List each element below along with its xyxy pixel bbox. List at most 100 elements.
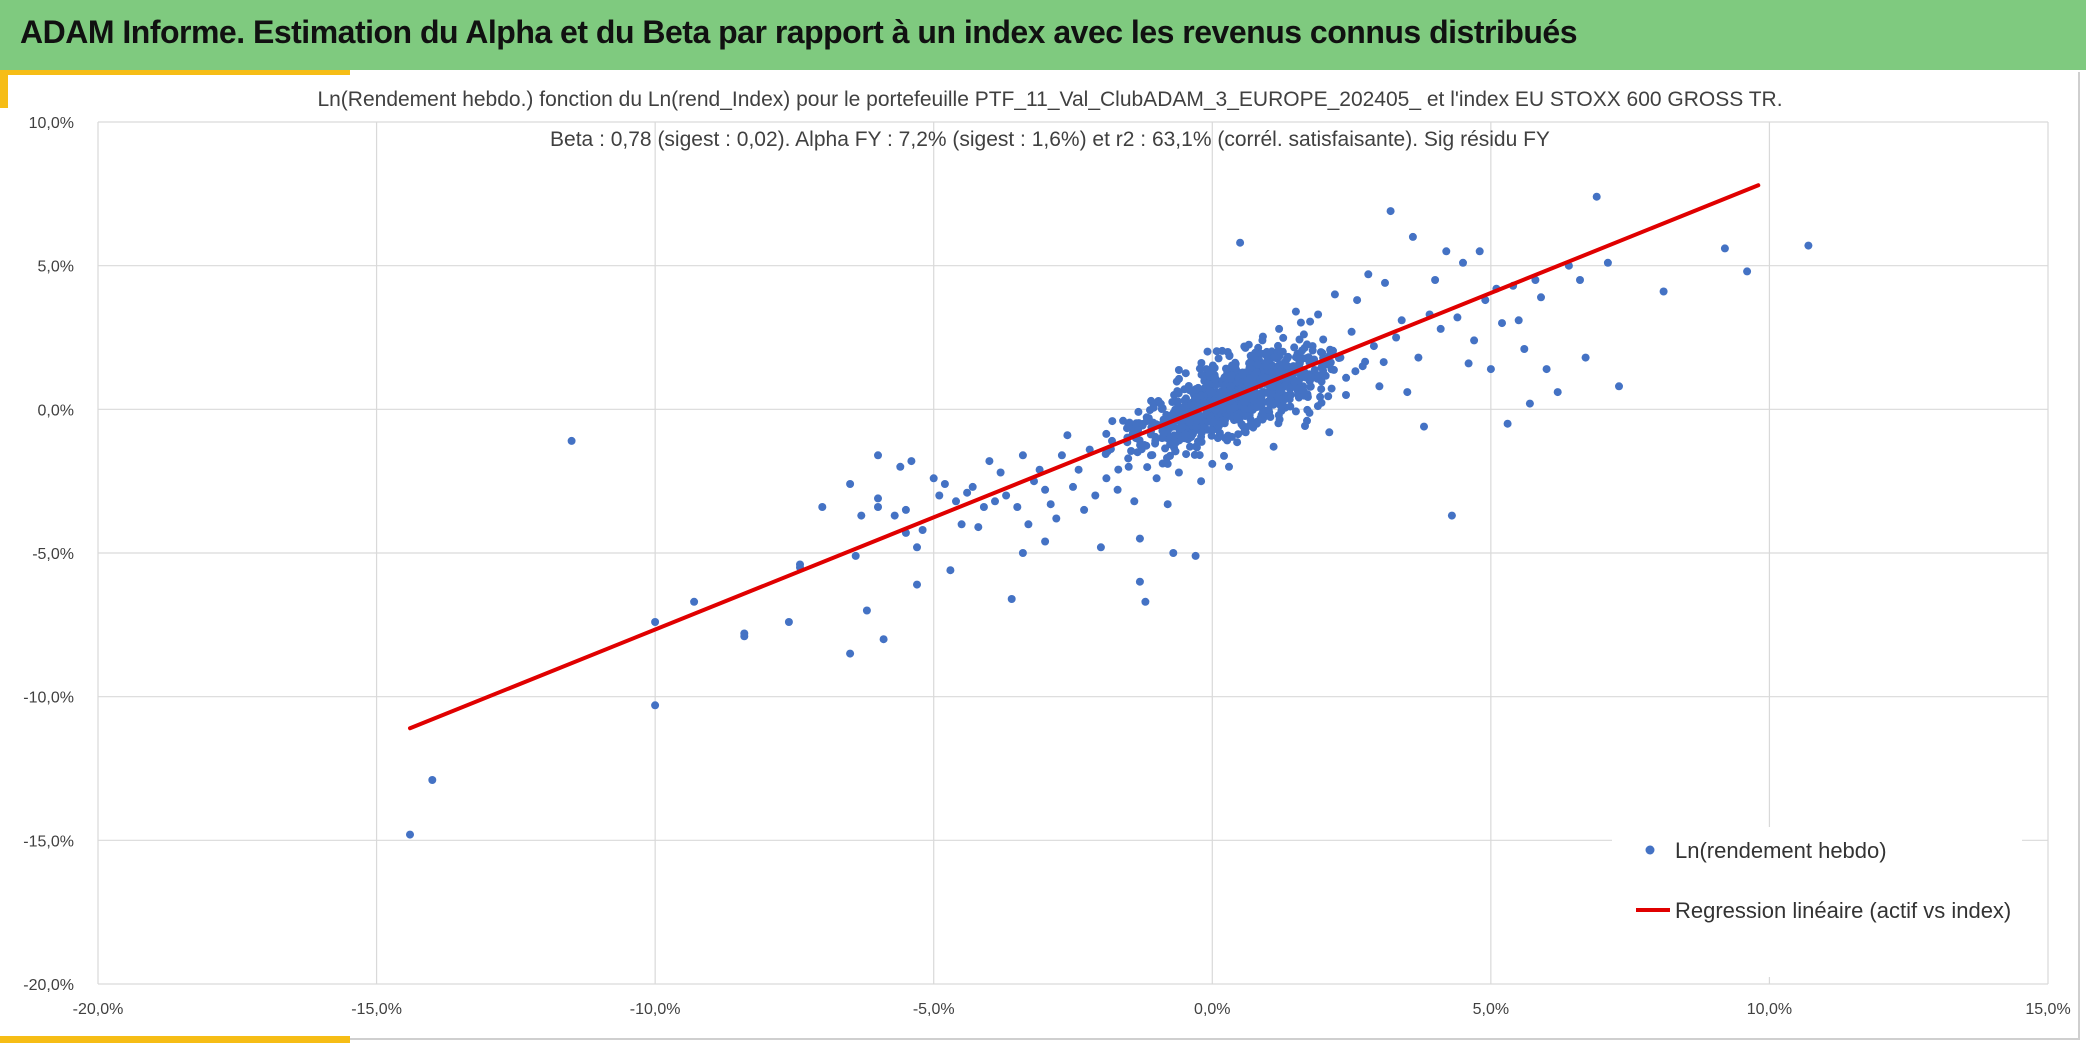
scatter-point: [1291, 407, 1300, 416]
scatter-point: [1135, 577, 1144, 586]
scatter-point: [1531, 276, 1540, 284]
scatter-point: [1146, 406, 1154, 415]
scatter-point: [1537, 293, 1545, 302]
scatter-point: [1063, 431, 1072, 440]
scatter-point: [1165, 412, 1174, 420]
scatter-point: [1057, 451, 1066, 460]
scatter-point: [1503, 419, 1512, 428]
scatter-point: [1197, 477, 1206, 486]
scatter-point: [1431, 276, 1440, 284]
scatter-point: [1296, 318, 1305, 327]
grid: [97, 121, 2049, 985]
scatter-point: [1192, 393, 1201, 402]
frame-border-bottom: [350, 1038, 2080, 1040]
scatter-point: [974, 523, 983, 532]
scatter-point: [1269, 442, 1278, 451]
scatter-point: [1166, 451, 1174, 460]
scatter-point: [1319, 361, 1327, 370]
x-tick-label: -15,0%: [351, 1001, 402, 1018]
scatter-point: [929, 474, 938, 483]
scatter-point: [1262, 362, 1271, 371]
scatter-point: [1178, 423, 1187, 431]
chart-subtitle: Beta : 0,78 (sigest : 0,02). Alpha FY : …: [550, 128, 1550, 151]
accent-bar-top: [0, 70, 350, 75]
scatter-point: [1091, 491, 1100, 500]
scatter-point: [1257, 349, 1266, 358]
scatter-point: [1266, 413, 1275, 421]
scatter-point: [1324, 392, 1333, 401]
scatter-point: [1163, 500, 1172, 509]
scatter-point: [1214, 354, 1223, 363]
scatter-point: [1220, 373, 1229, 382]
x-tick-label: 5,0%: [1473, 1001, 1509, 1018]
scatter-point: [1306, 317, 1315, 326]
scatter-point: [1498, 319, 1506, 328]
y-tick-label: -15,0%: [23, 833, 74, 850]
scatter-point: [1347, 327, 1356, 336]
scatter-point: [1253, 360, 1262, 369]
scatter-point: [1226, 382, 1235, 391]
y-tick-label: -10,0%: [23, 690, 74, 707]
scatter-point: [1275, 324, 1284, 333]
axis-labels: -20,0% -15,0% -10,0% -5,0% 0,0% 5,0% 10,0% 15,0…: [23, 115, 2070, 1018]
scatter-point: [1220, 451, 1228, 460]
scatter-point: [1386, 207, 1395, 216]
scatter-point: [1259, 373, 1268, 382]
scatter-point: [1220, 419, 1229, 428]
scatter-point: [1214, 433, 1223, 442]
scatter-point: [1263, 388, 1272, 397]
scatter-point: [1294, 355, 1303, 364]
scatter-point: [1207, 388, 1216, 397]
legend-marker-scatter: [1645, 845, 1655, 855]
scatter-point: [1208, 459, 1217, 468]
scatter-point: [846, 480, 855, 488]
scatter-point: [567, 436, 576, 445]
scatter-point: [1308, 346, 1317, 355]
scatter-point: [1520, 345, 1529, 353]
scatter-point: [1255, 401, 1264, 410]
scatter-point: [874, 494, 882, 503]
scatter-point: [1181, 369, 1190, 378]
scatter-point: [1381, 278, 1389, 287]
scatter-point: [1052, 514, 1061, 523]
scatter-point: [940, 480, 949, 488]
scatter-point: [1135, 534, 1144, 543]
scatter-point: [1124, 454, 1133, 463]
scatter-point: [1379, 358, 1388, 367]
scatter-point: [1303, 405, 1312, 414]
scatter-point: [918, 526, 927, 534]
scatter-point: [1525, 399, 1534, 408]
scatter-point: [862, 606, 871, 615]
scatter-point: [1361, 357, 1370, 366]
scatter-point: [1018, 549, 1027, 557]
scatter-point: [1185, 418, 1194, 427]
scatter-point: [1245, 364, 1254, 372]
scatter-point: [1244, 380, 1253, 389]
scatter-point: [1326, 345, 1335, 354]
scatter-point: [1486, 365, 1495, 374]
scatter-point: [1277, 406, 1286, 415]
scatter-point: [1102, 474, 1111, 483]
scatter-point: [1542, 365, 1551, 374]
x-tick-label: -10,0%: [630, 1001, 681, 1018]
scatter-point: [1236, 238, 1245, 247]
scatter-point: [1152, 474, 1161, 483]
scatter-point: [1143, 463, 1152, 472]
scatter-point: [1096, 543, 1105, 552]
scatter-point: [1159, 429, 1168, 438]
scatter-point: [1329, 365, 1338, 374]
legend-label-regression: Regression linéaire (actif vs index): [1675, 898, 2011, 923]
scatter-point: [1295, 335, 1304, 344]
scatter-point: [428, 776, 437, 784]
scatter-point: [1168, 398, 1177, 406]
scatter-point: [1074, 465, 1083, 474]
scatter-point: [1298, 386, 1307, 394]
scatter-point: [957, 520, 966, 529]
scatter-point: [1392, 333, 1401, 342]
y-tick-label: 0,0%: [38, 402, 74, 419]
scatter-point: [1113, 485, 1122, 494]
scatter-point: [1314, 310, 1323, 319]
scatter-point: [1240, 398, 1249, 407]
scatter-point: [1442, 247, 1451, 256]
scatter-point: [1133, 448, 1142, 457]
